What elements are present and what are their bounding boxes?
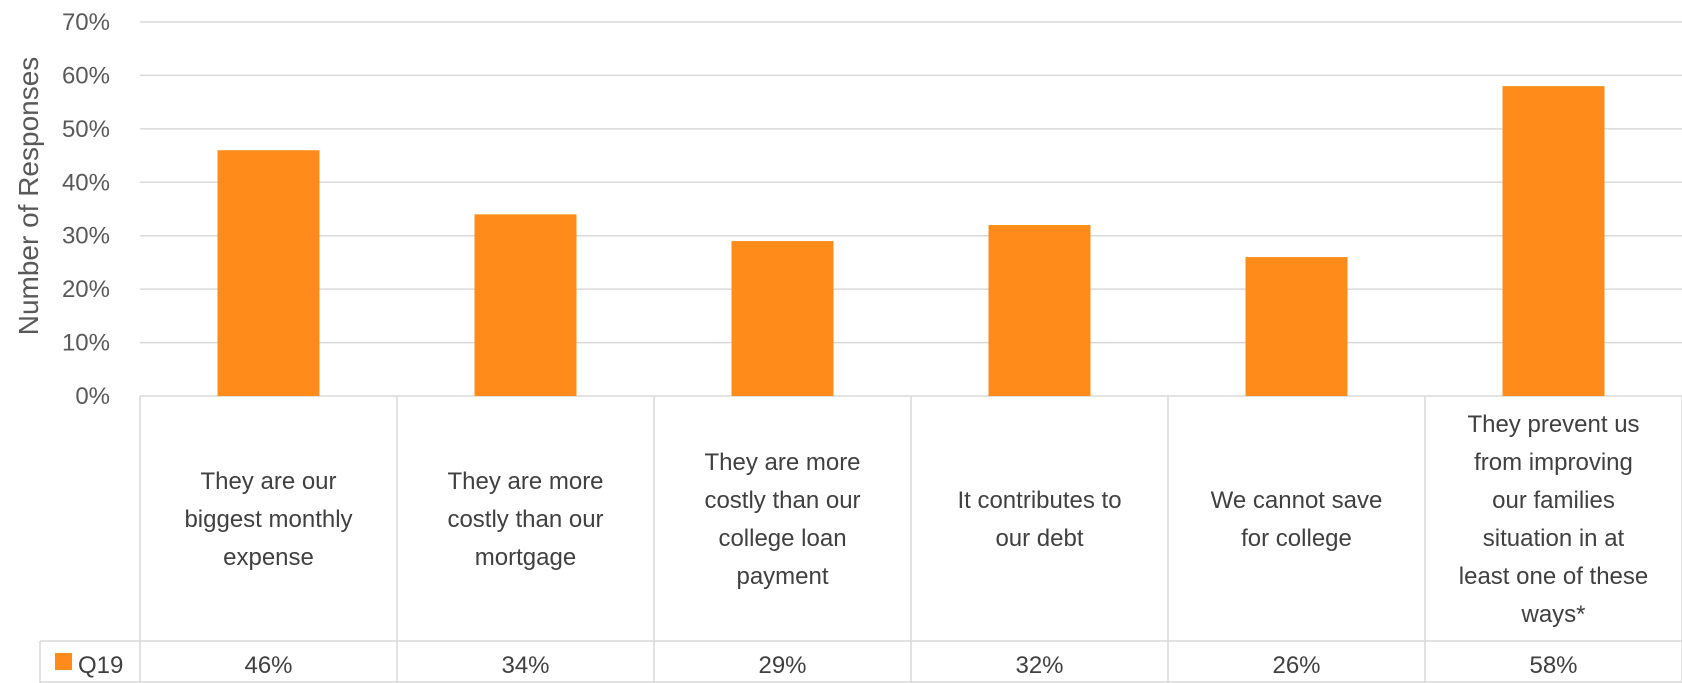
data-label: 46% bbox=[244, 652, 292, 679]
category-label: They are more costly than our college loan… bbox=[704, 449, 860, 590]
category-label-line: biggest monthly bbox=[184, 506, 352, 533]
category-label-line: costly than our bbox=[447, 506, 603, 533]
data-label: 26% bbox=[1272, 652, 1320, 679]
y-tick-label: 20% bbox=[62, 276, 110, 303]
bar bbox=[474, 214, 577, 396]
category-label-line: situation in at bbox=[1483, 525, 1625, 552]
data-label: 34% bbox=[501, 652, 549, 679]
y-tick-label: 10% bbox=[62, 330, 110, 357]
category-label-line: from improving bbox=[1474, 449, 1633, 476]
data-label: 58% bbox=[1529, 652, 1577, 679]
category-label: It contributes to our debt bbox=[957, 487, 1121, 552]
category-label-line: mortgage bbox=[475, 544, 576, 571]
y-axis-ticks: 0% 10% 20% 30% 40% 50% 60% 70% bbox=[62, 9, 110, 410]
category-label-line: for college bbox=[1241, 525, 1352, 552]
category-label-line: They are more bbox=[704, 449, 860, 476]
y-tick-label: 0% bbox=[75, 383, 110, 410]
legend-swatch bbox=[55, 653, 72, 670]
bar bbox=[1245, 257, 1348, 396]
category-label-line: costly than our bbox=[704, 487, 860, 514]
bars bbox=[217, 86, 1605, 396]
category-label-line: It contributes to bbox=[957, 487, 1121, 514]
category-label-line: expense bbox=[223, 544, 314, 571]
bar bbox=[988, 225, 1091, 396]
category-label-line: ways* bbox=[1520, 601, 1585, 628]
category-label-line: college loan bbox=[718, 525, 846, 552]
category-label-line: We cannot save bbox=[1211, 487, 1383, 514]
bar bbox=[217, 150, 320, 396]
y-tick-label: 30% bbox=[62, 223, 110, 250]
category-label-line: They are more bbox=[447, 468, 603, 495]
data-label: 29% bbox=[758, 652, 806, 679]
gridlines bbox=[140, 21, 1682, 397]
bar bbox=[1502, 86, 1605, 396]
category-label: We cannot save for college bbox=[1211, 487, 1383, 552]
y-tick-label: 70% bbox=[62, 9, 110, 36]
category-label: They prevent us from improving our familie… bbox=[1459, 411, 1648, 628]
y-tick-label: 50% bbox=[62, 116, 110, 143]
category-label-line: They prevent us bbox=[1467, 411, 1639, 438]
legend-label: Q19 bbox=[78, 652, 123, 679]
category-label-line: our debt bbox=[995, 525, 1083, 552]
y-axis-title: Number of Responses bbox=[13, 57, 44, 336]
category-label: They are more costly than our mortgage bbox=[447, 468, 603, 571]
category-label-line: payment bbox=[736, 563, 828, 590]
data-label: 32% bbox=[1015, 652, 1063, 679]
category-label-line: least one of these bbox=[1459, 563, 1648, 590]
bar bbox=[731, 241, 834, 396]
category-label-line: our families bbox=[1492, 487, 1615, 514]
y-tick-label: 60% bbox=[62, 62, 110, 89]
category-label: They are our biggest monthly expense bbox=[184, 468, 352, 571]
y-tick-label: 40% bbox=[62, 169, 110, 196]
category-label-line: They are our bbox=[200, 468, 336, 495]
